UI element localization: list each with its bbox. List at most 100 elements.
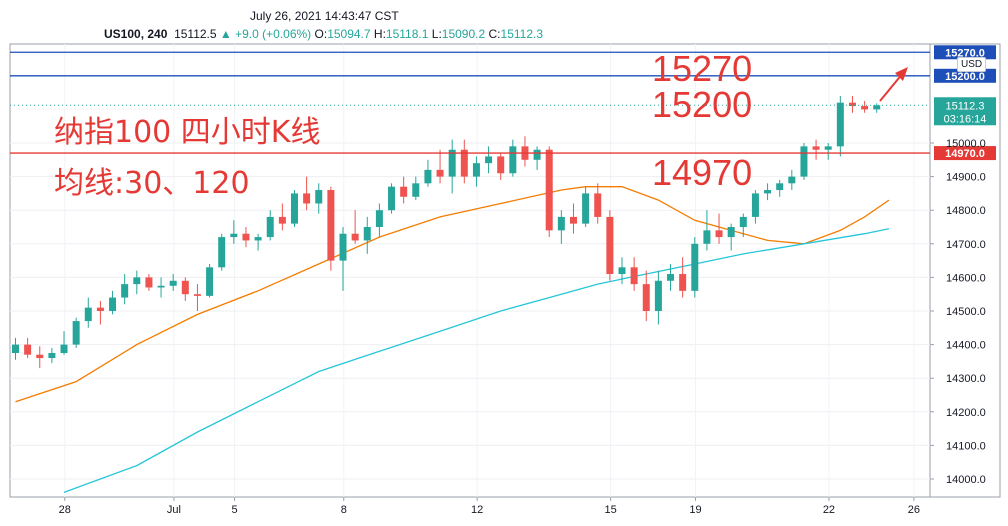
candle — [388, 183, 396, 214]
candle — [254, 233, 262, 251]
candle — [764, 183, 772, 201]
candle — [412, 176, 420, 201]
candle — [485, 146, 493, 174]
candle — [715, 213, 723, 244]
ma30-line — [15, 186, 890, 403]
x-tick-label: 8 — [341, 504, 347, 516]
candle — [133, 270, 141, 295]
y-tick-label: 14700.0 — [946, 239, 986, 251]
candle — [727, 223, 735, 251]
candle-body — [206, 267, 214, 296]
candle-body — [557, 216, 565, 231]
y-tick-label: 14600.0 — [946, 272, 986, 284]
candle-body — [630, 267, 638, 285]
candle — [861, 101, 869, 113]
currency-label[interactable]: USD — [957, 57, 987, 72]
chart-title-annotation: 纳指100 四小时K线 — [54, 115, 321, 150]
y-tick-label: 14900.0 — [946, 172, 986, 184]
last-price: 15112.5 — [174, 27, 217, 41]
y-tick-label: 14200.0 — [946, 407, 986, 419]
chart-frame — [9, 43, 1001, 498]
candle-body — [84, 307, 92, 322]
candle-body — [436, 169, 444, 177]
y-tick-label: 14100.0 — [946, 440, 986, 452]
candle — [424, 159, 432, 187]
candle — [691, 237, 699, 298]
candle — [36, 346, 44, 369]
candle-body — [606, 216, 614, 275]
candle-body — [254, 237, 262, 241]
low-value: 15090.2 — [441, 27, 486, 41]
candle-body — [848, 102, 856, 107]
candle-body — [424, 169, 432, 184]
candle — [521, 136, 529, 167]
bar-countdown-label: 03:16:14 — [944, 113, 987, 125]
candle-body — [727, 227, 735, 238]
candle — [375, 203, 383, 238]
candle-body — [412, 183, 420, 197]
level-label: 15200.0 — [945, 71, 985, 83]
candle-body — [266, 216, 274, 238]
x-tick-label: 28 — [59, 504, 71, 516]
x-tick-label: Jul — [167, 504, 181, 516]
candle-body — [400, 186, 408, 197]
candle — [545, 146, 553, 238]
candle — [654, 270, 662, 325]
candle-body — [594, 193, 602, 217]
candle-body — [351, 233, 359, 241]
level-label: 14970.0 — [945, 148, 985, 160]
candle-body — [121, 284, 129, 298]
candle-body — [582, 193, 590, 224]
symbol-legend: US100, 240 15112.5 ▲ +9.0 (+0.06%) O:150… — [104, 27, 543, 41]
level-label-box — [934, 146, 996, 161]
candle — [667, 263, 675, 291]
y-tick-label: 14800.0 — [946, 205, 986, 217]
candle-body — [618, 267, 626, 275]
candle — [327, 186, 335, 271]
candle — [812, 139, 820, 160]
x-tick-label: 15 — [604, 504, 616, 516]
candle — [739, 213, 747, 238]
trend-arrow-icon — [879, 67, 908, 102]
candle-body — [96, 307, 104, 311]
level-label-box — [934, 45, 996, 60]
candle-body — [679, 274, 687, 291]
arrow-head — [895, 67, 908, 81]
candle-body — [667, 274, 675, 281]
candle — [181, 277, 189, 301]
candle-body — [509, 146, 517, 174]
close-label: C: — [488, 27, 501, 41]
candle-body — [339, 233, 347, 261]
candle-body — [448, 149, 456, 177]
candle — [145, 274, 153, 291]
candle — [278, 203, 286, 231]
candlestick-series — [12, 95, 881, 369]
open-label: O: — [314, 27, 328, 41]
candle — [315, 183, 323, 214]
ma120-line — [63, 228, 890, 494]
moving-average-annotation: 均线:30、120 — [54, 166, 250, 201]
candle-body — [715, 230, 723, 238]
arrow-shaft — [879, 72, 904, 102]
candle — [606, 210, 614, 281]
candle — [751, 190, 759, 224]
candle — [24, 337, 32, 359]
candle-body — [569, 216, 577, 224]
candle — [12, 337, 19, 360]
candle — [84, 297, 92, 328]
candle — [582, 186, 590, 227]
candle — [776, 179, 784, 197]
candle — [836, 95, 844, 157]
x-tick-label: 26 — [908, 504, 920, 516]
candle — [206, 263, 214, 298]
candle-body — [145, 277, 153, 288]
level-14970-annotation: 14970 — [652, 152, 753, 193]
candle — [630, 257, 638, 291]
candle — [618, 257, 626, 285]
chart-datetime: July 26, 2021 14:43:47 CST — [250, 9, 399, 23]
symbol-label[interactable]: US100, 240 — [104, 27, 168, 41]
candle-body — [24, 344, 32, 355]
candle — [448, 139, 456, 194]
candle — [266, 210, 274, 241]
